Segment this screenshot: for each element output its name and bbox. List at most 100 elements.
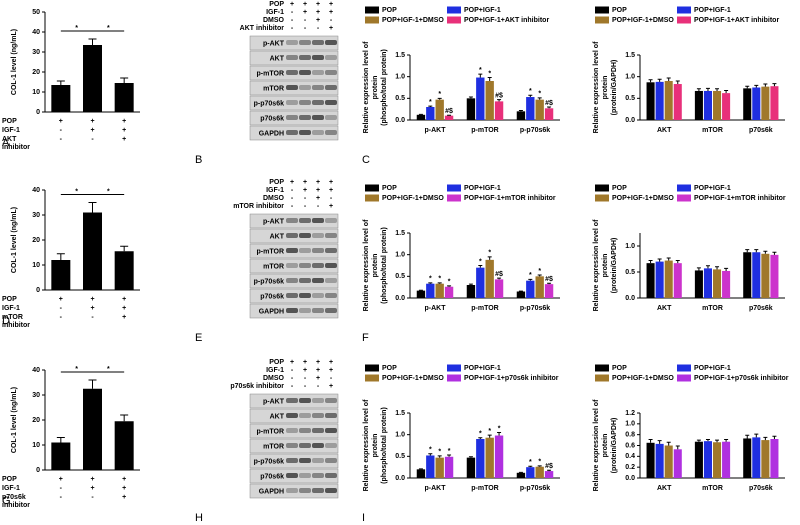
significance-label: #$ [495,271,503,278]
condition-sign: + [122,296,126,303]
band-label: mTOR [263,85,284,92]
condition-label: IGF-1 [266,367,284,374]
legend-swatch [365,364,379,372]
condition-sign: + [290,179,294,186]
blot-band [312,85,324,90]
blot-band [312,70,324,75]
condition-label: IGF-1 [266,9,284,16]
x-tick-label: p-AKT [425,305,447,312]
x-tick-label: AKT [657,485,672,492]
condition-sign: + [290,359,294,366]
bar [664,260,673,298]
error-bar [715,266,720,270]
y-axis-label: (protein/GAPDH) [611,418,618,474]
blot-band [325,85,337,90]
y-tick-label: 0.0 [625,295,635,302]
error-bar [437,97,442,100]
band-label: p-p70s6k [254,458,284,465]
error-bar [724,267,729,271]
y-tick-label: 20 [32,69,40,76]
bar [526,97,535,120]
y-tick-label: 20 [32,417,40,424]
condition-sign: - [330,17,333,24]
significance-label: * [75,188,78,195]
band-label: mTOR [263,263,284,270]
blot-band [299,130,311,135]
y-tick-label: 1.5 [395,230,405,237]
legend-label: POP+IGF-1+DMSO [612,195,674,202]
bar [444,115,454,120]
bar [752,252,761,298]
bar [743,438,752,478]
panel-letter: C [362,154,370,166]
condition-sign: + [59,476,63,483]
y-axis-label: (phospho/total protein) [381,49,388,126]
bar [83,45,102,112]
blot-band [286,40,298,45]
bar [426,283,435,298]
condition-sign: - [291,187,294,194]
significance-label: * [107,188,110,195]
legend-swatch [677,374,691,382]
y-tick-label: 40 [32,187,40,194]
band-label: p-AKT [263,218,285,225]
blot-band [286,233,298,238]
bar [426,455,435,478]
condition-sign: + [122,494,126,501]
y-tick-label: 1.0 [625,243,635,250]
condition-sign: + [122,314,126,321]
error-bar [715,88,720,91]
bar [646,442,655,478]
y-tick-label: 40 [32,29,40,36]
blot-strip [249,35,339,51]
legend-label: POP+IGF-1+p70s6k inhibitor [694,375,789,382]
blot-band [286,55,298,60]
legend-swatch [365,16,379,24]
y-axis-label: protein [602,254,609,278]
error-bar [468,96,473,99]
significance-label: * [538,91,541,98]
condition-label: POP [2,296,17,303]
legend-swatch [595,364,609,372]
y-axis-label: Relative expression level of [593,219,600,311]
legend-label: POP+IGF-1 [464,365,501,372]
x-tick-label: mTOR [702,485,723,492]
significance-label: * [448,279,451,286]
bar [485,437,494,478]
error-bar [763,250,768,254]
y-tick-label: 0.0 [395,475,405,482]
y-axis-label: COL-1 level (ng/mL) [11,387,18,453]
y-axis-label: protein [372,434,379,458]
bar [494,101,504,120]
error-bar [666,77,671,81]
y-tick-label: 1.0 [395,432,405,439]
bar [544,471,554,478]
blot-band [325,70,337,75]
condition-label: IGF-1 [266,187,284,194]
y-tick-label: 40 [32,367,40,374]
bar [516,111,526,120]
legend-swatch [447,364,461,372]
condition-sign: - [291,9,294,16]
error-bar [547,469,552,472]
blot-band [286,218,298,223]
condition-sign: - [91,494,94,501]
bar [535,99,544,120]
error-bar [478,73,483,78]
bar [544,284,554,298]
blot-band [325,428,337,433]
significance-label: * [429,276,432,283]
panel-letter: H [195,512,203,524]
band-label: p70s6k [260,293,284,300]
condition-sign: - [60,314,63,321]
error-bar [88,379,97,389]
bar [114,251,134,290]
condition-sign: + [303,9,307,16]
legend-label: POP+IGF-1+DMSO [382,375,444,382]
condition-label: IGF-1 [2,485,20,492]
legend-swatch [677,16,691,24]
error-bar [763,436,768,441]
blot-strip [249,95,339,111]
condition-sign: - [304,25,307,32]
